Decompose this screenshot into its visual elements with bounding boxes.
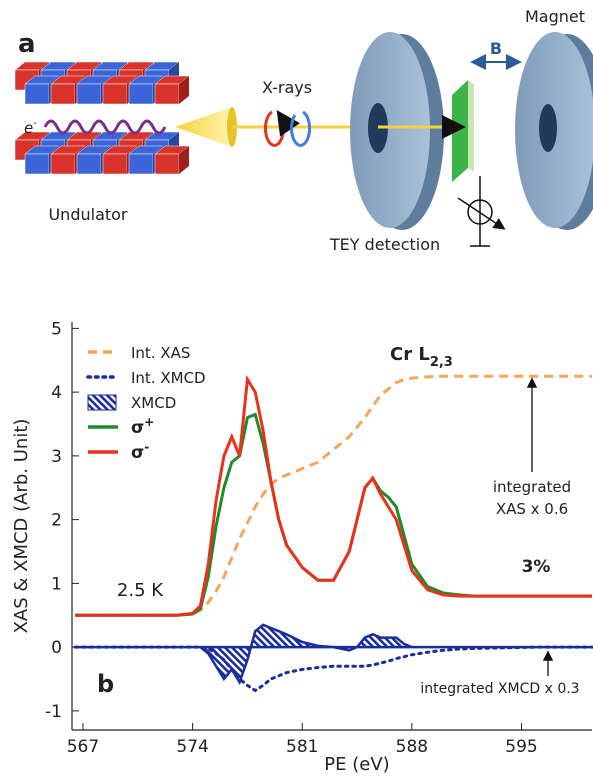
y-tick-label: 2 (51, 511, 62, 531)
y-tick-label: -1 (45, 702, 62, 722)
annotation: 3% (522, 557, 551, 577)
figure-canvas: a e- X-rays B Magnet TEY detection Undul… (0, 0, 593, 780)
annotation: integrated (493, 478, 571, 496)
legend-swatch (88, 395, 116, 410)
chart: -1 0 1 2 3 4 5 567 574 581 588 595 PE (eV) XAS & XMCD… (11, 319, 592, 775)
magnet-cube (77, 84, 101, 104)
y-tick-label: 1 (51, 574, 62, 594)
y-tick-label: 4 (51, 383, 62, 403)
panel-label: b (97, 670, 114, 698)
magnet-cube (155, 84, 179, 104)
xray-cone (175, 107, 232, 147)
magnet-cube (25, 154, 49, 174)
magnet-cube (103, 84, 127, 104)
detection-label: TEY detection (329, 235, 440, 254)
x-tick-label: 567 (67, 737, 99, 757)
annotation: 2.5 K (117, 580, 164, 601)
legend-symbol: σ (131, 418, 144, 438)
undulator-label: Undulator (48, 205, 127, 224)
chart-title: Cr L2,3 (390, 344, 453, 370)
electron-symbol: e (24, 119, 33, 137)
annotation: XAS x 0.6 (496, 500, 568, 518)
legend-label: σ- (131, 440, 149, 463)
magnet-cube (51, 84, 75, 104)
x-tick-label: 574 (176, 737, 208, 757)
xmcd-area (75, 625, 592, 682)
circular-pol-right (265, 112, 283, 145)
annotation: integrated XMCD x 0.3 (420, 681, 579, 697)
y-tick-label: 5 (51, 319, 62, 339)
x-tick-label: 581 (286, 737, 318, 757)
electron-charge: - (33, 118, 37, 129)
magnet-label: Magnet (525, 7, 585, 26)
magnet-cube (155, 154, 179, 174)
magnet-cube (129, 154, 153, 174)
x-tick-label: 588 (396, 737, 428, 757)
electron-path (45, 121, 165, 133)
magnet-cube (103, 154, 127, 174)
legend-superscript: - (144, 440, 149, 454)
legend-superscript: + (144, 415, 154, 429)
setup-diagram: a e- X-rays B Magnet TEY detection Undul… (15, 7, 593, 254)
legend-label: σ+ (131, 415, 154, 438)
magnet-disk (350, 32, 430, 228)
legend-symbol: σ (131, 443, 144, 463)
undulator-magnets (15, 62, 189, 174)
magnet-cube (25, 84, 49, 104)
title-subscript: 2,3 (430, 355, 453, 370)
panel-label: a (18, 29, 36, 59)
magnet-cube (129, 84, 153, 104)
x-axis-label: PE (eV) (324, 754, 389, 775)
sample (452, 80, 468, 182)
legend-label: Int. XAS (131, 344, 190, 362)
field-label: B (490, 39, 502, 58)
xray-label: X-rays (262, 78, 312, 97)
x-tick-label: 595 (505, 737, 537, 757)
legend-label: Int. XMCD (131, 369, 206, 387)
y-tick-label: 0 (51, 638, 62, 658)
legend-label: XMCD (131, 394, 176, 412)
y-axis-label: XAS & XMCD (Arb. Unit) (11, 419, 32, 634)
sample-edge (468, 80, 474, 172)
magnet-cube (77, 154, 101, 174)
magnet-hole (539, 104, 557, 152)
magnet-cube (51, 154, 75, 174)
figure: a e- X-rays B Magnet TEY detection Undul… (0, 0, 593, 780)
y-tick-label: 3 (51, 447, 62, 467)
circular-pol-left (292, 112, 310, 145)
title-main: Cr L (390, 344, 430, 365)
